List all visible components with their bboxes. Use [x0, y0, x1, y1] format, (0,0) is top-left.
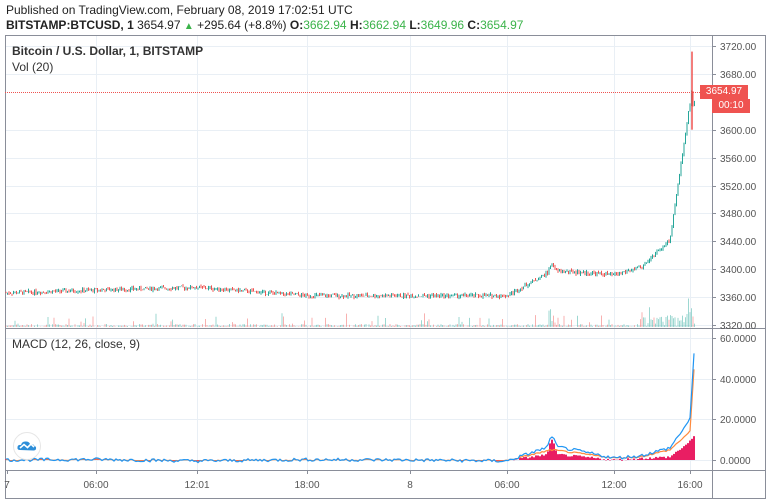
open-value: 3662.94	[303, 18, 347, 32]
low-value: 3649.96	[420, 18, 465, 32]
svg-text:3680.00: 3680.00	[720, 70, 757, 81]
macd-indicator-label[interactable]: MACD (12, 26, close, 9)	[12, 337, 141, 351]
published-caption: Published on TradingView.com, February 0…	[6, 3, 353, 17]
svg-text:18:00: 18:00	[294, 480, 319, 491]
svg-text:3560.00: 3560.00	[720, 154, 757, 165]
svg-text:06:00: 06:00	[494, 480, 519, 491]
svg-text:12:01: 12:01	[184, 480, 209, 491]
main-pane-title: Bitcoin / U.S. Dollar, 1, BITSTAMP	[12, 44, 204, 58]
svg-text:60.0000: 60.0000	[720, 334, 757, 345]
svg-text:3440.00: 3440.00	[720, 237, 757, 248]
close-value: 3654.97	[480, 18, 524, 32]
macd-histogram	[5, 436, 695, 462]
high-label: H:	[349, 18, 363, 32]
svg-text:12:00: 12:00	[601, 480, 626, 491]
svg-text:40.0000: 40.0000	[720, 375, 757, 386]
symbol-info-bar: BITSTAMP:BTCUSD, 1 3654.97 ▲ +295.64 (+8…	[6, 18, 523, 32]
svg-text:3600.00: 3600.00	[720, 126, 757, 137]
svg-text:20.0000: 20.0000	[720, 415, 757, 426]
svg-text:3720.00: 3720.00	[720, 42, 757, 53]
svg-text:8: 8	[407, 480, 413, 491]
last-price: 3654.97	[137, 18, 181, 32]
price-candles	[5, 51, 695, 300]
symbol-name: BITSTAMP:BTCUSD, 1	[6, 18, 134, 32]
last-price-tag: 3654.97	[700, 85, 748, 99]
open-label: O:	[289, 18, 304, 32]
svg-text:3480.00: 3480.00	[720, 209, 757, 220]
volume-indicator-label[interactable]: Vol (20)	[12, 60, 54, 74]
price-scale[interactable]: 3720.00 3680.00 3600.00 3560.00 3520.00 3480.…	[712, 42, 757, 332]
macd-signal-line	[5, 369, 695, 463]
svg-text:3520.00: 3520.00	[720, 182, 757, 193]
time-scale[interactable]: 7 06:00 12:01 18:00 8 06:00 12:00 16:00	[4, 470, 703, 491]
svg-text:0.0000: 0.0000	[720, 456, 751, 467]
price-change: +295.64 (+8.8%)	[197, 18, 287, 32]
svg-text:06:00: 06:00	[83, 480, 108, 491]
grid-lines	[6, 36, 712, 470]
high-value: 3662.94	[362, 18, 406, 32]
svg-text:3320.00: 3320.00	[720, 321, 757, 332]
svg-text:3400.00: 3400.00	[720, 265, 757, 276]
volume-bars	[5, 298, 695, 327]
svg-text:3360.00: 3360.00	[720, 293, 757, 304]
tradingview-cloud-icon	[17, 441, 37, 451]
bar-countdown-tag: 00:10	[712, 99, 750, 113]
macd-scale[interactable]: 60.0000 40.0000 20.0000 0.0000	[712, 334, 757, 467]
up-arrow-icon: ▲	[183, 21, 194, 32]
chart-frame	[5, 35, 766, 499]
svg-text:7: 7	[4, 480, 10, 491]
tradingview-logo[interactable]	[13, 432, 41, 460]
close-label: C:	[467, 18, 481, 32]
low-label: L:	[409, 18, 421, 32]
macd-line	[5, 353, 695, 464]
svg-text:16:00: 16:00	[677, 480, 702, 491]
